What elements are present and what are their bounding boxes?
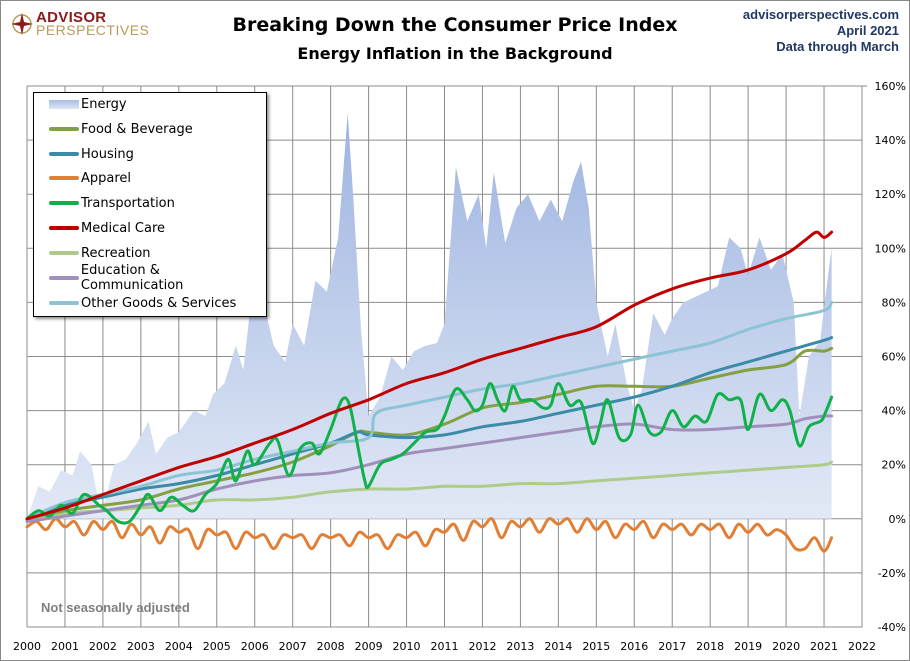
compass-icon [11, 13, 33, 35]
series-line-food [25, 346, 834, 521]
chart-title: Breaking Down the Consumer Price Index [232, 14, 678, 36]
x-tick-label: 2003 [127, 640, 155, 653]
legend-label: Food & Beverage [81, 121, 193, 137]
logo-text-top: ADVISOR [36, 9, 107, 26]
series-line-recreation [25, 460, 834, 521]
energy-area [27, 113, 832, 519]
legend-swatch-energy [49, 99, 79, 109]
seasonal-adjustment-note: Not seasonally adjusted [41, 600, 190, 615]
logo-text-bottom: PERSPECTIVES [36, 22, 150, 38]
x-tick-label: 2002 [89, 640, 117, 653]
legend-item-housing: Housing [49, 144, 134, 164]
x-tick-label: 2012 [468, 640, 496, 653]
x-tick-label: 2001 [51, 640, 79, 653]
y-tick-label: -20% [878, 567, 906, 580]
chart-subtitle: Energy Inflation in the Background [297, 44, 613, 63]
legend-swatch-transportation [49, 201, 79, 205]
legend-item-apparel: Apparel [49, 168, 131, 188]
legend-swatch-other [49, 301, 79, 305]
legend-item-energy: Energy [49, 94, 127, 114]
series-line-transportation [25, 382, 834, 525]
y-tick-label: 0% [889, 513, 906, 526]
y-tick-label: 160% [875, 80, 906, 93]
x-tick-label: 2017 [658, 640, 686, 653]
y-tick-label: 40% [882, 405, 906, 418]
y-tick-label: 140% [875, 134, 906, 147]
x-tick-label: 2009 [355, 640, 383, 653]
y-axis-labels: 160% 140% 120% 100% 80% 60% 40% 20% 0% -20% -40% [875, 80, 906, 634]
x-tick-label: 2022 [848, 640, 876, 653]
legend-label: Transportation [81, 195, 175, 211]
x-tick-label: 2021 [810, 640, 838, 653]
legend-label: Apparel [81, 170, 132, 186]
x-tick-label: 2015 [582, 640, 610, 653]
y-tick-label: 120% [875, 188, 906, 201]
series-line-medical [25, 230, 834, 521]
legend-swatch-recreation [49, 251, 79, 255]
y-tick-label: 60% [882, 351, 906, 364]
legend-item-education: Education & Communication [49, 263, 266, 293]
legend-swatch-housing [49, 152, 79, 156]
series-line-housing [25, 336, 834, 521]
x-tick-label: 2007 [279, 640, 307, 653]
legend-item-food: Food & Beverage [49, 119, 193, 139]
x-tick-label: 2006 [241, 640, 269, 653]
legend-swatch-apparel [49, 176, 79, 180]
y-tick-label: 100% [875, 242, 906, 255]
source-info: advisorperspectives.com April 2021 Data … [743, 7, 899, 55]
legend-swatch-medical [49, 226, 79, 230]
legend: Energy Food & Beverage Housing Apparel T… [33, 92, 267, 317]
source-site: advisorperspectives.com [742, 7, 899, 22]
x-axis-labels: 2000 2001 2002 2003 2004 2005 2006 2007 2008 2009… [13, 640, 876, 653]
x-tick-label: 2020 [772, 640, 800, 653]
legend-item-other: Other Goods & Services [49, 293, 236, 313]
x-tick-label: 2005 [203, 640, 231, 653]
legend-label: Energy [81, 96, 127, 112]
energy-area-layer [27, 113, 832, 519]
x-tick-label: 2018 [696, 640, 724, 653]
legend-label: Recreation [81, 245, 151, 261]
legend-swatch-food [49, 127, 79, 131]
source-data-through: Data through March [776, 39, 899, 54]
x-tick-label: 2008 [317, 640, 345, 653]
legend-item-transportation: Transportation [49, 193, 175, 213]
x-tick-label: 2014 [544, 640, 572, 653]
series-line-apparel [25, 517, 834, 553]
x-tick-label: 2019 [734, 640, 762, 653]
legend-label: Medical Care [81, 220, 166, 236]
x-tick-label: 2010 [393, 640, 421, 653]
x-tick-label: 2013 [506, 640, 534, 653]
x-tick-label: 2000 [13, 640, 41, 653]
legend-label: Housing [81, 146, 134, 162]
legend-item-recreation: Recreation [49, 243, 151, 263]
legend-swatch-education [49, 276, 79, 280]
y-tick-label: 80% [882, 296, 906, 309]
series-line-other [25, 300, 834, 521]
y-tick-label: 20% [882, 459, 906, 472]
legend-label: Education & Communication [80, 263, 184, 293]
x-tick-label: 2016 [620, 640, 648, 653]
legend-label: Other Goods & Services [81, 295, 237, 311]
y-tick-label: -40% [878, 621, 906, 634]
legend-item-medical: Medical Care [49, 218, 165, 238]
x-tick-label: 2004 [165, 640, 193, 653]
series-lines-layer [25, 230, 834, 553]
x-tick-label: 2011 [431, 640, 459, 653]
source-date: April 2021 [836, 23, 899, 38]
